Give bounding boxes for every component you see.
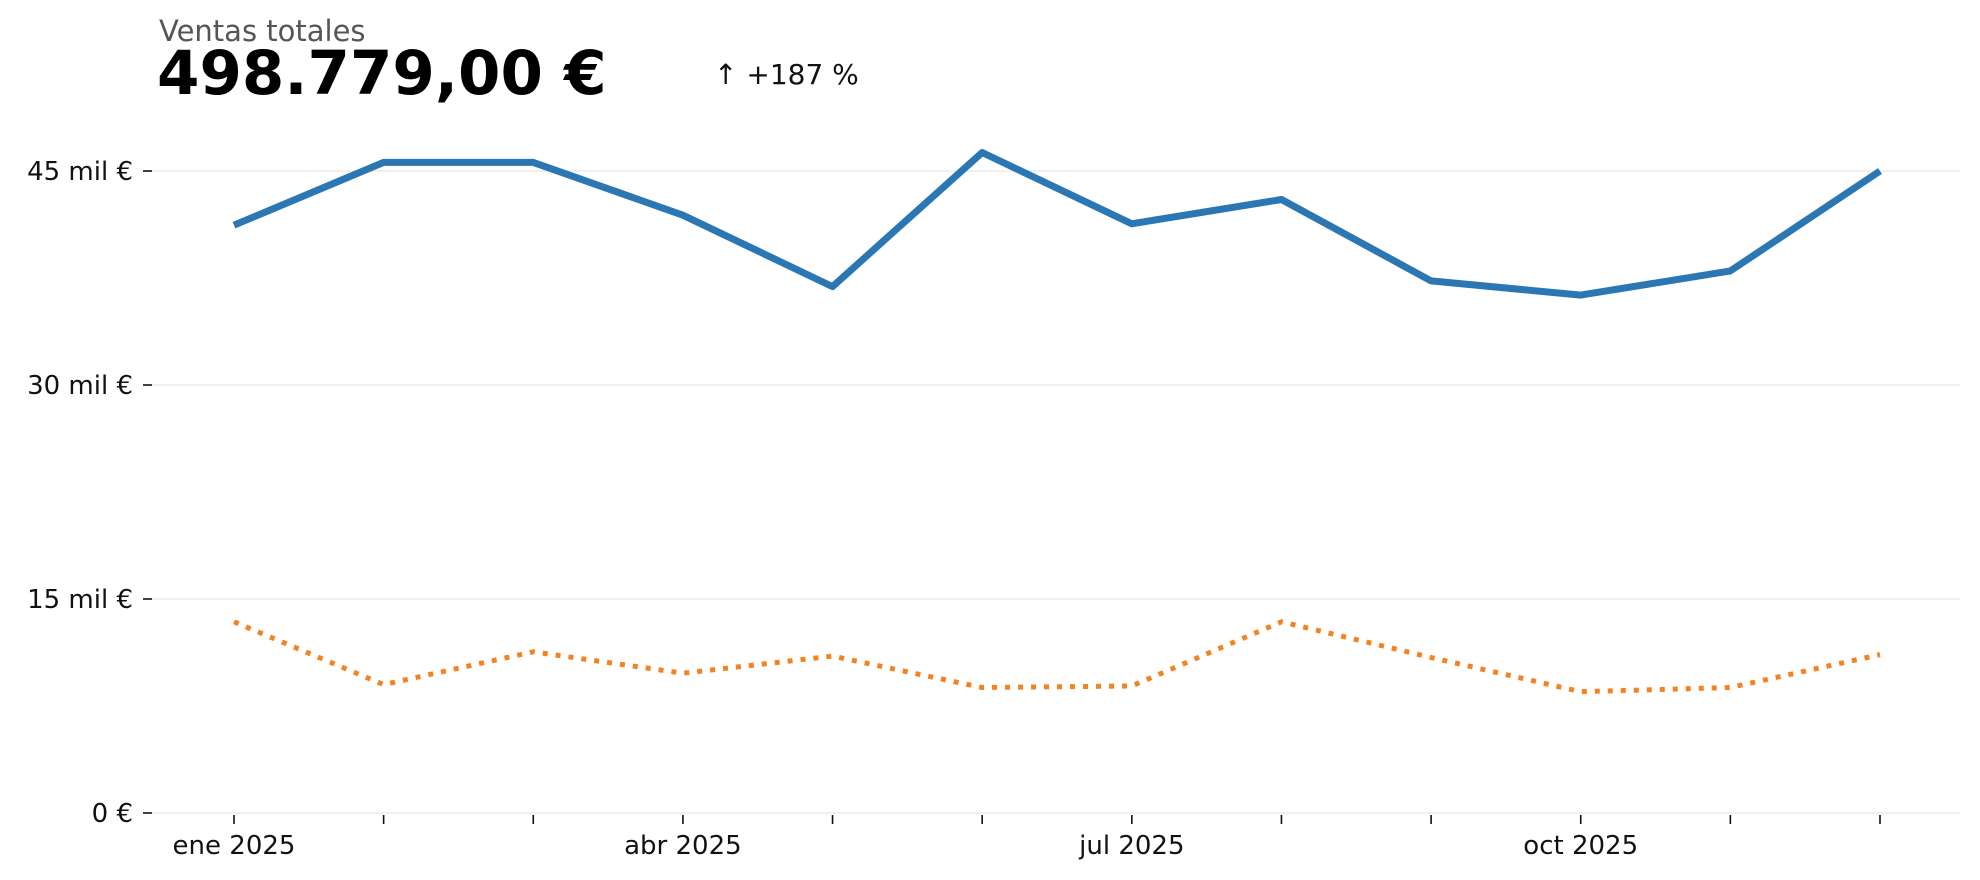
data-point bbox=[531, 160, 535, 164]
data-point bbox=[1728, 685, 1732, 689]
data-point bbox=[1130, 222, 1134, 226]
data-point bbox=[232, 223, 236, 227]
data-point bbox=[1429, 655, 1433, 659]
data-point bbox=[1279, 620, 1283, 624]
y-tick-label: 45 mil € bbox=[27, 157, 133, 187]
x-tick-label: oct 2025 bbox=[1523, 831, 1638, 861]
data-point bbox=[1279, 198, 1283, 202]
data-point bbox=[980, 150, 984, 154]
data-point bbox=[382, 160, 386, 164]
data-point bbox=[1579, 690, 1583, 694]
data-point bbox=[1878, 653, 1882, 657]
series-line-solid bbox=[232, 149, 1882, 299]
kpi-delta-value: +187 % bbox=[746, 58, 859, 91]
data-point bbox=[1728, 269, 1732, 273]
y-tick-label: 15 mil € bbox=[27, 585, 133, 615]
arrow-up-icon: ↑ bbox=[714, 58, 738, 91]
data-point bbox=[1429, 279, 1433, 283]
data-point bbox=[831, 654, 835, 658]
data-point bbox=[1579, 293, 1583, 297]
data-point bbox=[1878, 169, 1882, 173]
kpi-value: 498.779,00 € bbox=[157, 38, 607, 109]
x-tick-label: abr 2025 bbox=[624, 831, 742, 861]
y-tick-label: 0 € bbox=[92, 799, 133, 829]
data-point bbox=[980, 685, 984, 689]
kpi-label: Ventas totales bbox=[159, 14, 366, 48]
series-line-dotted bbox=[233, 619, 1881, 695]
y-tick-label: 30 mil € bbox=[27, 371, 133, 401]
data-point bbox=[681, 213, 685, 217]
data-point bbox=[1130, 684, 1134, 688]
data-point bbox=[382, 683, 386, 687]
kpi-delta: ↑ +187 % bbox=[714, 58, 859, 91]
data-point bbox=[531, 650, 535, 654]
data-point bbox=[232, 620, 236, 624]
x-tick-label: jul 2025 bbox=[1078, 831, 1184, 861]
x-tick-label: ene 2025 bbox=[173, 831, 296, 861]
data-point bbox=[681, 671, 685, 675]
data-point bbox=[831, 285, 835, 289]
